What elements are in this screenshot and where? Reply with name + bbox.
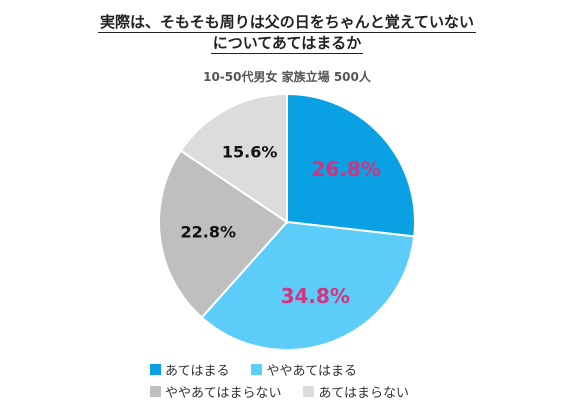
pie-data-label-2: 34.8% <box>281 284 350 308</box>
legend-swatch-1 <box>150 363 161 375</box>
pie-slice-4 <box>179 92 288 224</box>
legend-swatch-4 <box>303 385 315 397</box>
legend-item-3: ややあてはまらない <box>150 382 281 401</box>
chart-legend: あてはまる ややあてはまる ややあてはまらない あてはまらない <box>150 358 431 402</box>
pie-data-label-1: 26.8% <box>312 157 381 181</box>
chart-title-line-1: 実際は、そもそも周りは父の日をちゃんと覚えていない <box>98 13 476 33</box>
legend-item-2: ややあてはまる <box>251 360 357 379</box>
pie-data-label-3: 22.8% <box>181 222 237 241</box>
pie-slice-2 <box>200 220 416 351</box>
legend-label-3: ややあてはまらない <box>165 385 282 401</box>
legend-label-2: ややあてはまる <box>266 363 357 379</box>
legend-item-1: あてはまる <box>150 360 229 379</box>
legend-label-4: あてはまらない <box>318 385 409 401</box>
legend-swatch-3 <box>150 385 161 397</box>
legend-swatch-2 <box>251 363 263 375</box>
legend-row: あてはまる ややあてはまる <box>150 358 431 380</box>
chart-title: 実際は、そもそも周りは父の日をちゃんと覚えていない についてあてはまるか <box>0 12 574 54</box>
legend-row: ややあてはまらない あてはまらない <box>150 380 431 402</box>
chart-subtitle: 10-50代男女 家族立場 500人 <box>203 70 371 84</box>
pie-slice-3 <box>158 149 289 319</box>
pie-data-label-4: 15.6% <box>222 142 278 161</box>
chart-title-line-2: についてあてはまるか <box>210 34 364 54</box>
pie-slice-1 <box>286 92 416 238</box>
legend-label-1: あてはまる <box>165 363 230 379</box>
legend-item-4: あてはまらない <box>303 382 409 401</box>
